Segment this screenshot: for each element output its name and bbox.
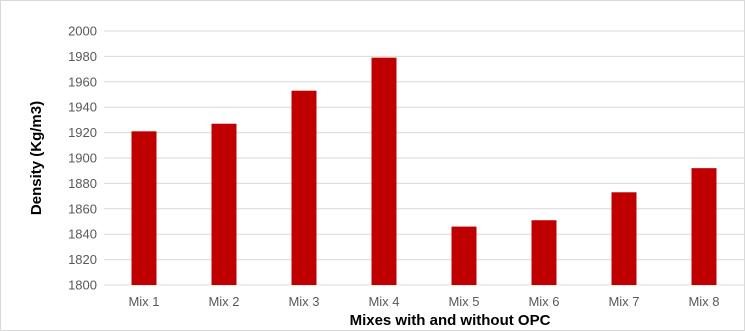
x-tick-label: Mix 1 — [128, 294, 159, 309]
x-tick-label: Mix 6 — [528, 294, 559, 309]
x-tick-label: Mix 8 — [688, 294, 719, 309]
y-tick-label: 1900 — [68, 151, 97, 166]
bar-mix-2 — [211, 123, 237, 286]
bar-mix-8 — [691, 168, 717, 285]
y-axis-ticks: 1800 1820 1840 1860 1880 1900 1920 1940 1960 1980… — [68, 24, 97, 293]
y-tick-label: 1940 — [68, 100, 97, 115]
gridlines — [104, 30, 744, 286]
bar-mix-3 — [291, 90, 317, 285]
bar-mix-6 — [531, 220, 557, 285]
y-tick-label: 1840 — [68, 227, 97, 242]
bar-mix-1 — [131, 131, 157, 285]
x-axis-title: Mixes with and without OPC — [350, 312, 551, 329]
y-tick-label: 1920 — [68, 125, 97, 140]
y-tick-label: 2000 — [68, 24, 97, 39]
bar-mix-4 — [371, 57, 397, 285]
bar-mix-7 — [611, 192, 637, 285]
bar-mix-5 — [451, 226, 477, 285]
y-tick-label: 1860 — [68, 201, 97, 216]
bars — [131, 57, 717, 286]
x-tick-label: Mix 4 — [368, 294, 399, 309]
y-tick-label: 1960 — [68, 74, 97, 89]
y-axis-title: Density (Kg/m3) — [28, 101, 45, 215]
y-tick-label: 1800 — [68, 278, 97, 293]
x-tick-label: Mix 3 — [288, 294, 319, 309]
x-axis-ticks: Mix 1 Mix 2 Mix 3 Mix 4 Mix 5 Mix 6 Mix 7 Mix 8 — [128, 294, 719, 309]
x-tick-label: Mix 5 — [448, 294, 479, 309]
y-tick-label: 1980 — [68, 49, 97, 64]
y-tick-label: 1820 — [68, 252, 97, 267]
x-tick-label: Mix 7 — [608, 294, 639, 309]
x-tick-label: Mix 2 — [208, 294, 239, 309]
y-tick-label: 1880 — [68, 176, 97, 191]
